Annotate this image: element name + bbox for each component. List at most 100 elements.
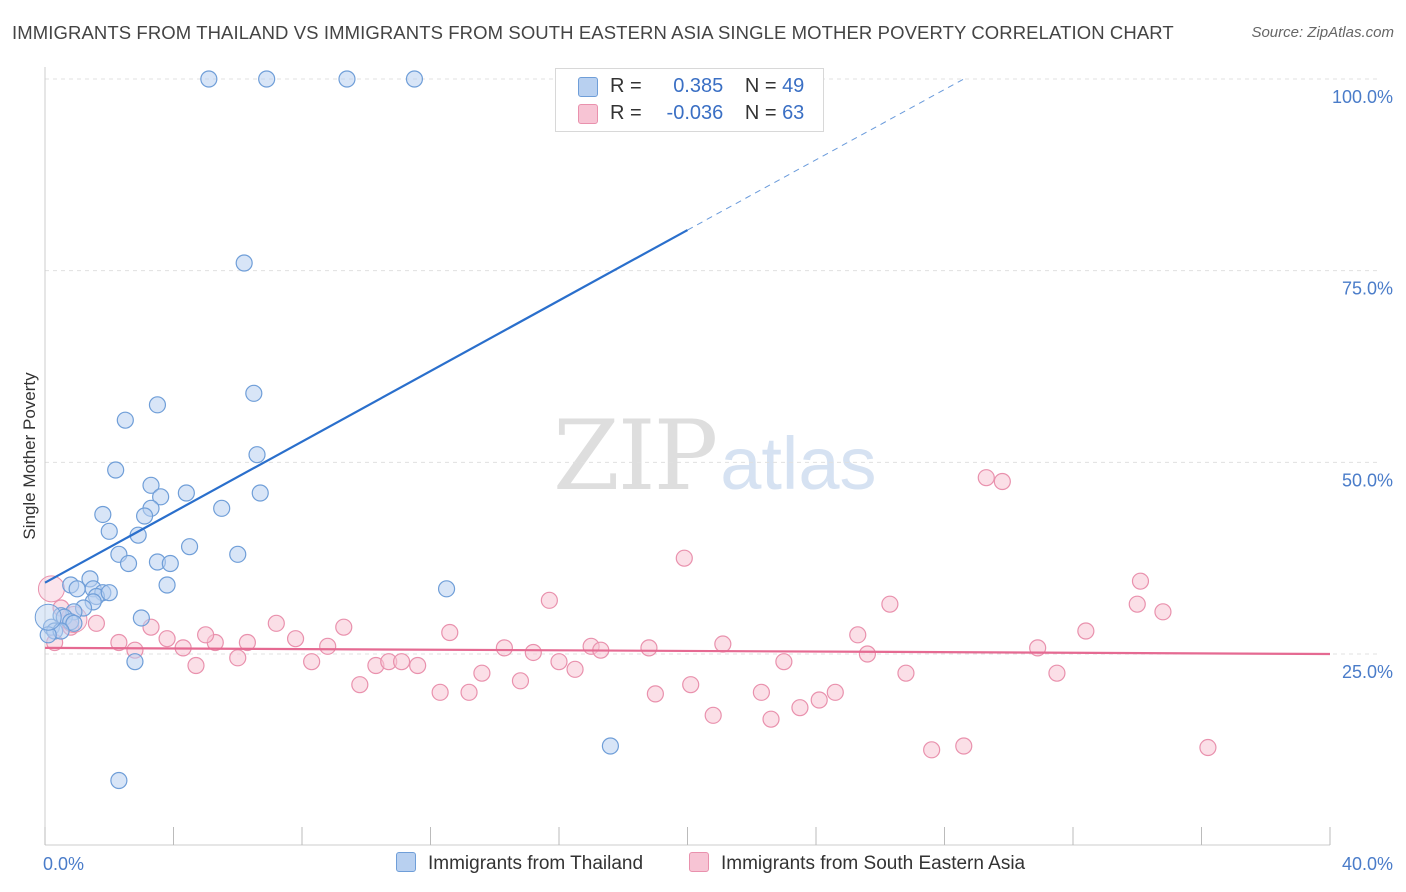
data-point: [142, 476, 160, 494]
data-point: [675, 549, 693, 567]
legend-n-value: 49: [782, 75, 805, 97]
data-point: [540, 591, 558, 609]
data-point: [1048, 664, 1066, 682]
data-point: [100, 522, 118, 540]
data-point: [437, 580, 456, 598]
legend-r-value: -0.036: [666, 102, 724, 124]
data-point: [714, 635, 732, 653]
data-point: [158, 576, 176, 594]
data-point: [116, 411, 134, 429]
data-point: [235, 254, 253, 272]
data-point: [248, 446, 266, 464]
data-point: [601, 737, 620, 755]
data-point: [897, 664, 915, 682]
blue-series-points: [34, 70, 620, 790]
data-point-large: [34, 603, 62, 631]
data-point: [303, 653, 321, 671]
legend-r-label: R =: [610, 102, 642, 124]
data-point: [955, 737, 973, 755]
data-point: [267, 614, 285, 632]
data-point: [100, 584, 118, 602]
data-point: [1128, 595, 1146, 613]
data-point: [245, 384, 263, 402]
legend-n-label: N =: [744, 75, 777, 97]
legend-row-thailand: R = 0.385 N = 49: [578, 75, 804, 101]
data-point: [977, 469, 995, 487]
data-point: [180, 538, 199, 556]
x-tick-label: 40.0%: [1342, 854, 1393, 874]
data-point: [158, 630, 176, 648]
data-point: [640, 639, 658, 657]
data-point: [495, 639, 513, 657]
legend-swatch-pink: [578, 103, 598, 124]
data-point: [148, 396, 167, 414]
data-point: [881, 595, 899, 613]
data-point: [135, 507, 154, 525]
data-point: [923, 741, 941, 759]
data-point: [1131, 572, 1150, 590]
data-point: [39, 626, 57, 644]
data-point: [646, 685, 664, 703]
legend-row-sea: R = -0.036 N = 63: [578, 102, 804, 128]
watermark: ZIPatlas: [553, 400, 877, 512]
axis-labels: 25.0% 50.0% 75.0% 100.0% 0.0% 40.0% Single Mot…: [20, 87, 1393, 874]
y-tick-label: 50.0%: [1342, 470, 1393, 490]
data-point: [810, 691, 828, 709]
data-point: [473, 664, 491, 682]
bottom-legend-label: Immigrants from Thailand: [428, 853, 644, 874]
axes: [44, 67, 1331, 846]
data-point: [197, 626, 215, 644]
data-point: [409, 656, 427, 675]
data-point: [775, 653, 793, 671]
data-point: [993, 472, 1011, 491]
legend-swatch-blue: [578, 76, 598, 97]
data-point: [1199, 738, 1217, 757]
chart-title: IMMIGRANTS FROM THAILAND VS IMMIGRANTS F…: [12, 22, 1174, 43]
data-point: [110, 771, 128, 790]
data-point: [229, 649, 247, 667]
data-point: [132, 609, 150, 627]
trend-line-thailand-extension: [687, 78, 965, 231]
data-point: [1154, 603, 1172, 621]
bottom-legend-thailand: Immigrants from Thailand: [396, 852, 643, 875]
data-point: [351, 676, 369, 694]
data-point: [126, 653, 144, 671]
source-label: Source: ZipAtlas.com: [1251, 24, 1394, 41]
correlation-legend: R = 0.385 N = 49 R = -0.036 N = 63: [555, 68, 824, 132]
data-point: [338, 70, 356, 88]
legend-n-label: N =: [744, 102, 777, 124]
data-point: [392, 653, 411, 671]
data-point: [110, 633, 128, 652]
data-point: [511, 672, 530, 690]
data-point: [94, 505, 112, 524]
trend-line-thailand: [44, 229, 689, 584]
watermark-atlas: atlas: [720, 422, 877, 505]
data-point: [286, 630, 305, 648]
data-point: [187, 656, 205, 675]
bottom-legend-label: Immigrants from South Eastern Asia: [721, 853, 1026, 874]
data-point: [791, 699, 809, 717]
data-point: [1077, 622, 1095, 640]
trend-lines: [44, 78, 1331, 656]
data-point: [65, 614, 83, 632]
bottom-legend-sea: Immigrants from South Eastern Asia: [689, 852, 1025, 875]
data-point: [119, 554, 138, 573]
bottom-legend-swatch-blue: [396, 852, 416, 872]
data-point: [405, 70, 424, 88]
data-point: [704, 706, 722, 724]
data-point: [87, 614, 106, 632]
data-point: [752, 683, 770, 701]
y-axis-title: Single Mother Poverty: [20, 372, 39, 540]
data-point: [177, 484, 195, 502]
data-point: [431, 683, 449, 701]
data-point: [251, 484, 269, 502]
data-point: [238, 633, 256, 652]
watermark-zip: ZIP: [553, 400, 718, 512]
gridlines: [45, 78, 1380, 655]
y-tick-label: 75.0%: [1342, 279, 1393, 299]
data-point: [200, 70, 218, 88]
data-point: [107, 461, 125, 479]
legend-n-value: 63: [782, 102, 805, 124]
bottom-legend-swatch-pink: [689, 852, 709, 872]
